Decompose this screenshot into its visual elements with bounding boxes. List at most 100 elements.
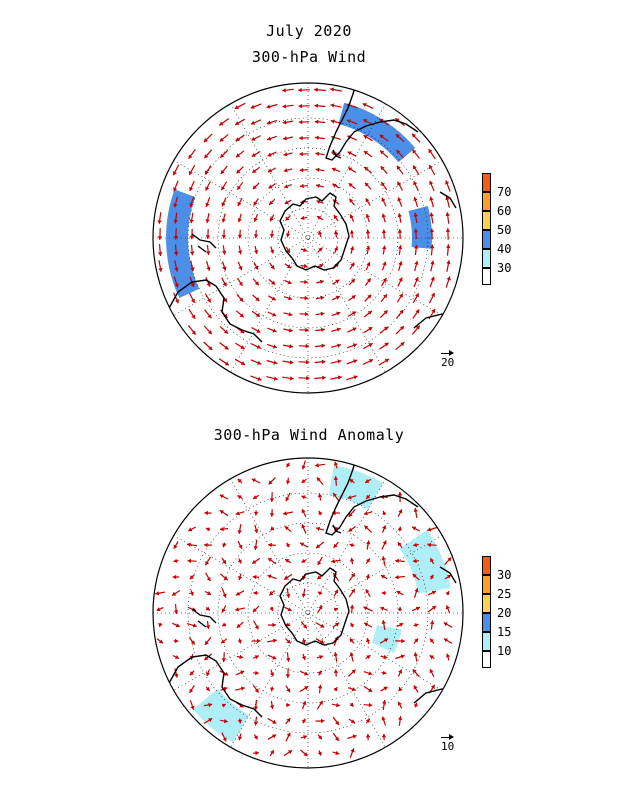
wind-vector [365,718,371,724]
wind-vector [397,701,403,709]
wind-vector [429,180,435,192]
wind-vector [206,669,211,677]
wind-vector [363,671,373,676]
wind-vector [366,638,371,644]
wind-vector [220,573,228,581]
wind-vector [365,733,371,741]
wind-vector [219,325,229,335]
colorbar-label: 30 [497,261,512,275]
wind-vector [446,244,451,256]
wind-vector [381,716,387,726]
wind-vector [236,621,244,629]
wind-vector [348,588,356,598]
wind-vector [349,557,355,565]
wind-vector [429,574,434,580]
wind-vector [315,541,325,549]
wind-vector [251,166,261,174]
wind-vector [414,244,419,256]
wind-vector [365,197,371,207]
wind-vector [173,604,179,614]
wind-vector [429,276,435,288]
wind-vector [365,588,371,598]
wind-vector [314,87,326,92]
wind-vector [282,376,294,381]
wind-vector [363,525,373,533]
wind-vector [349,702,354,708]
wind-vector [268,622,276,628]
wind-vector [365,229,371,239]
wind-vector [235,511,245,516]
wind-vector [300,749,308,757]
wind-vector [318,230,323,238]
wind-vector [397,669,403,677]
wind-vector [189,700,195,710]
wind-vector [348,718,356,724]
wind-vector [172,574,180,580]
wind-vector [429,196,435,208]
wind-vector [366,540,371,550]
wind-vector [155,591,165,596]
wind-vector [333,541,339,549]
wind-vector [253,510,259,516]
wind-vector [253,262,259,270]
wind-vector [380,293,388,303]
antarctica-coastline [279,192,350,271]
wind-vector [317,670,322,676]
wind-vector [347,669,357,677]
wind-vector [349,748,355,758]
panel1-title: 300-hPa Wind [251,48,367,66]
wind-vector [397,509,403,517]
wind-vector [317,556,323,566]
wind-vector [412,573,420,581]
wind-vector [205,181,211,191]
wind-vector [238,573,243,581]
wind-vector [235,310,245,318]
wind-vector [270,246,275,254]
wind-vector [235,150,245,158]
wind-vector [300,621,308,629]
wind-vector [317,734,323,740]
wind-vector [330,87,342,92]
wind-vector [237,540,243,550]
wind-vector [250,359,262,365]
wind-vector [430,620,435,630]
reference-vector-label: 20 [441,356,455,369]
wind-vector [282,511,294,516]
wind-vector [173,276,179,288]
wind-vector [253,699,259,711]
wind-vector [267,717,277,725]
wind-vector [235,134,245,142]
wind-vector [234,102,246,110]
wind-vector [412,309,420,319]
wind-vector [189,180,195,192]
wind-vector [267,311,277,317]
colorbar-bin-40-50 [482,230,491,249]
wind-vector [445,196,450,208]
map-border [152,82,464,394]
wind-vector [299,311,309,317]
wind-vector [300,279,308,285]
wind-vector [252,685,260,693]
wind-vector [269,606,274,612]
wind-vector [395,341,405,351]
wind-vector [347,311,357,317]
wind-vector [284,279,292,285]
wind-vector [269,509,275,517]
wind-vector [250,103,262,109]
wind-vector [283,573,293,581]
wind-vector [381,733,387,741]
wind-vector [204,542,212,548]
wind-band-40-50 [338,102,416,163]
wind-vector [363,702,373,708]
wind-vector [237,558,242,564]
wind-vector [156,606,164,612]
colorbar-label: 30 [497,568,512,582]
wind-vector [285,702,291,708]
wind-vector [189,684,195,694]
wind-vector [283,168,293,173]
wind-vector [379,134,389,142]
wind-vector [411,325,421,335]
wind-vector [286,462,291,468]
wind-vector [413,180,419,192]
wind-vector [236,654,244,660]
